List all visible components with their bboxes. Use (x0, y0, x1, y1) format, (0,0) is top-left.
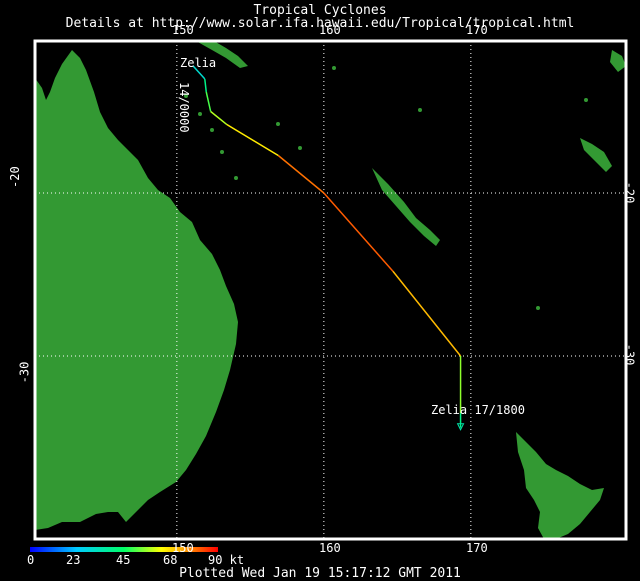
storm-end-label: Zelia 17/1800 (431, 403, 525, 417)
reef-islet-m (584, 98, 588, 102)
new-guinea-coast (196, 41, 248, 68)
wind-speed-color-bar (30, 547, 218, 552)
legend-label-0: 0 (27, 553, 35, 567)
map-frame (33, 39, 628, 541)
lat-tick-left-30: -30 (17, 361, 32, 384)
lon-tick-top-170: 170 (466, 23, 488, 37)
legend-label-45: 45 (116, 553, 131, 567)
new-zealand-north-island (516, 432, 604, 539)
reef-islet-i (298, 146, 302, 150)
lat-tick-right-30: -30 (622, 343, 637, 366)
reef-islet-h (276, 122, 280, 126)
storm-track (192, 65, 465, 431)
vanuatu-islands (580, 138, 612, 172)
reef-islet-l (536, 306, 540, 310)
reef-islet-d (220, 150, 224, 154)
reef-islet-b (198, 112, 202, 116)
lat-tick-left-20: -20 (8, 166, 22, 188)
reef-islet-k (418, 108, 422, 112)
track-segment-2 (205, 91, 212, 112)
lon-tick-bottom-170: 170 (466, 541, 488, 555)
lat-lon-grid (35, 41, 626, 539)
legend-label-23: 23 (66, 553, 81, 567)
track-segment-1 (204, 78, 208, 93)
reef-islet-j (332, 66, 336, 70)
reef-islet-a (184, 94, 188, 98)
track-segment-7 (392, 270, 462, 357)
lon-tick-bottom-150: 150 (172, 541, 194, 555)
track-segment-0 (192, 65, 206, 80)
reef-islet-f (166, 206, 170, 210)
plotted-timestamp: Plotted Wed Jan 19 15:17:12 GMT 2011 (179, 566, 461, 581)
track-end-marker (456, 423, 465, 431)
land-masses (35, 41, 626, 539)
track-segment-6 (323, 192, 394, 272)
map-subtitle: Details at http://www.solar.ifa.hawaii.e… (65, 16, 575, 31)
map-title: Tropical Cyclones (253, 3, 387, 18)
storm-start-time-label: 14/0000 (177, 82, 191, 133)
australia-landmass (35, 50, 238, 530)
legend-label-68: 68 (163, 553, 178, 567)
track-segment-4 (226, 123, 279, 157)
lon-tick-top-160: 160 (319, 23, 341, 37)
track-segment-5 (277, 154, 325, 194)
lat-tick-right-20: -20 (622, 181, 637, 204)
reef-islet-c (210, 128, 214, 132)
lon-tick-top-150: 150 (172, 23, 194, 37)
lon-tick-bottom-160: 160 (319, 541, 341, 555)
fiji-islands (610, 50, 626, 72)
legend-label-90: 90 kt (208, 553, 245, 567)
new-caledonia (372, 168, 440, 246)
storm-name-label: Zelia (180, 56, 217, 70)
reef-islet-e (234, 176, 238, 180)
track-segment-3 (210, 110, 228, 126)
